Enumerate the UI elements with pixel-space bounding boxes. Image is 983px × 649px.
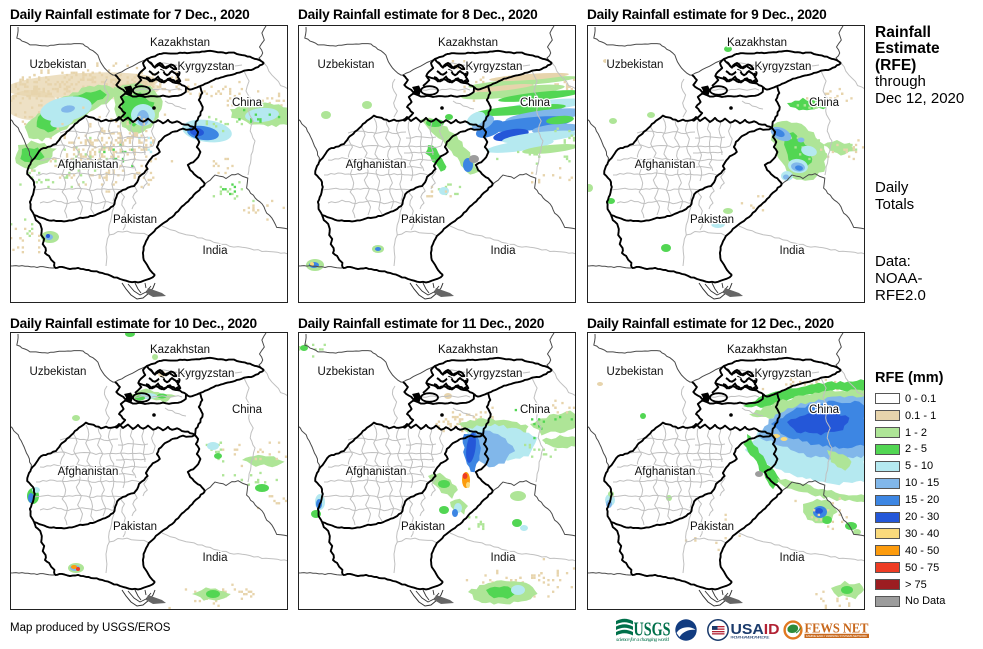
svg-text:science for a changing world: science for a changing world [616, 636, 669, 643]
svg-text:FROM THE AMERICAN PEOPLE: FROM THE AMERICAN PEOPLE [731, 635, 770, 640]
svg-text:FEWS NET: FEWS NET [805, 621, 869, 636]
svg-text:USGS: USGS [634, 619, 671, 641]
svg-text:FAMINE EARLY WARNING SYSTEMS N: FAMINE EARLY WARNING SYSTEMS NETWORK [806, 634, 867, 638]
